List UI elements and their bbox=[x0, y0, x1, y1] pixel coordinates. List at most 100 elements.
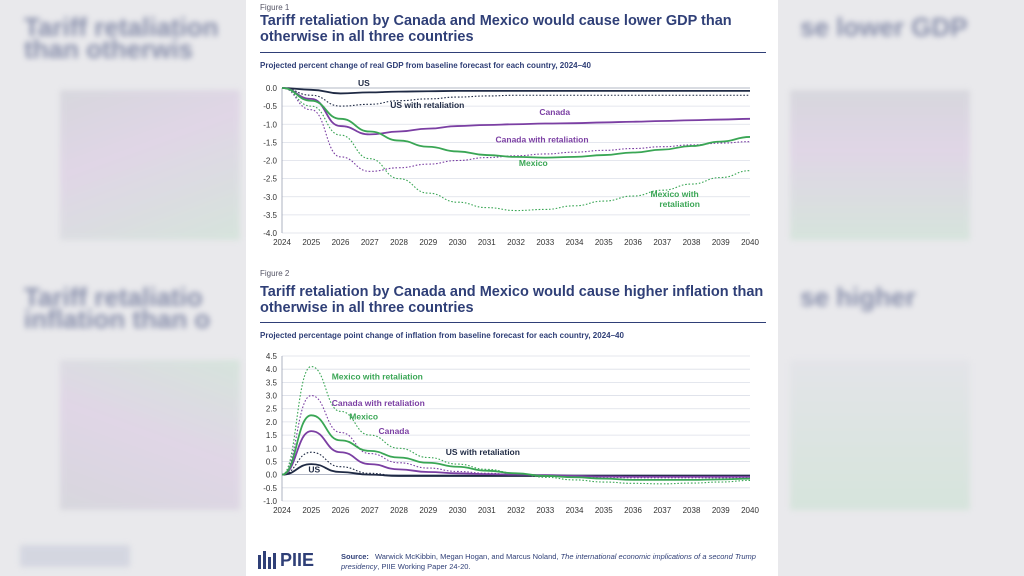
inflation-x-tick: 2035 bbox=[595, 506, 613, 515]
gdp-x-tick: 2025 bbox=[302, 238, 320, 247]
figure1-subtitle: Projected percent change of real GDP fro… bbox=[260, 61, 591, 70]
figure2-label: Figure 2 bbox=[260, 269, 290, 278]
inflation-label-mexico-ret: Mexico with retaliation bbox=[332, 372, 423, 382]
inflation-chart: 4.54.03.53.02.52.01.51.00.50.0-0.5-1.020… bbox=[263, 352, 759, 515]
inflation-x-tick: 2033 bbox=[536, 506, 554, 515]
inflation-y-tick: 2.5 bbox=[266, 405, 278, 414]
gdp-y-tick: -2.0 bbox=[263, 157, 277, 166]
gdp-series-mexico bbox=[281, 87, 751, 159]
inflation-y-tick: 0.5 bbox=[266, 457, 278, 466]
gdp-y-tick: -2.5 bbox=[263, 175, 277, 184]
inflation-x-tick: 2028 bbox=[390, 506, 408, 515]
inflation-y-tick: 3.5 bbox=[266, 378, 278, 387]
gdp-label-canada-ret: Canada with retaliation bbox=[496, 134, 589, 144]
gdp-x-tick: 2029 bbox=[419, 238, 437, 247]
inflation-x-tick: 2031 bbox=[478, 506, 496, 515]
gdp-x-tick: 2031 bbox=[478, 238, 496, 247]
inflation-x-tick: 2039 bbox=[712, 506, 730, 515]
bg-title-left-1: Tariff retaliation bbox=[24, 12, 219, 42]
gdp-x-tick: 2033 bbox=[536, 238, 554, 247]
piie-logo-icon bbox=[258, 550, 276, 569]
figure1-label: Figure 1 bbox=[260, 3, 290, 12]
gdp-y-tick: -3.5 bbox=[263, 211, 277, 220]
gdp-x-tick: 2037 bbox=[653, 238, 671, 247]
gdp-x-tick: 2027 bbox=[361, 238, 379, 247]
piie-logo: PIIE bbox=[258, 550, 314, 571]
gdp-series-canada-with-retaliation bbox=[281, 87, 751, 172]
inflation-label-canada: Canada bbox=[379, 426, 410, 436]
inflation-x-tick: 2034 bbox=[566, 506, 584, 515]
bg-title-right-1: se lower GDP bbox=[800, 12, 968, 42]
inflation-x-tick: 2029 bbox=[419, 506, 437, 515]
inflation-x-tick: 2027 bbox=[361, 506, 379, 515]
inflation-x-tick: 2038 bbox=[683, 506, 701, 515]
inflation-y-tick: -0.5 bbox=[263, 484, 277, 493]
inflation-label-mexico: Mexico bbox=[349, 411, 378, 421]
gdp-x-tick: 2032 bbox=[507, 238, 525, 247]
gdp-x-tick: 2035 bbox=[595, 238, 613, 247]
gdp-x-tick: 2036 bbox=[624, 238, 642, 247]
bg-title-left-4: inflation than o bbox=[24, 304, 211, 334]
source-label: Source: bbox=[341, 552, 369, 561]
source-tail: , PIIE Working Paper 24-20. bbox=[377, 562, 471, 571]
gdp-x-tick: 2024 bbox=[273, 238, 291, 247]
source-note: Source: Warwick McKibbin, Megan Hogan, an… bbox=[341, 552, 771, 572]
inflation-x-tick: 2025 bbox=[302, 506, 320, 515]
gdp-label-us-ret: US with retaliation bbox=[390, 100, 464, 110]
gdp-series-us-with-retaliation bbox=[281, 87, 750, 107]
gdp-label-mexico-ret-2: retaliation bbox=[659, 199, 700, 209]
bg-title-left-2: than otherwis bbox=[24, 34, 194, 64]
gdp-x-tick: 2034 bbox=[566, 238, 584, 247]
gdp-y-tick: -4.0 bbox=[263, 229, 277, 238]
figure2-title: Tariff retaliation by Canada and Mexico … bbox=[260, 284, 764, 316]
bg-title-left-3: Tariff retaliatio bbox=[24, 282, 203, 312]
gdp-x-tick: 2026 bbox=[332, 238, 350, 247]
gdp-series-us bbox=[281, 87, 750, 95]
figure-card: Figure 1 Tariff retaliation by Canada an… bbox=[246, 0, 778, 576]
source-authors: Warwick McKibbin, Megan Hogan, and Marcu… bbox=[374, 552, 561, 561]
inflation-y-tick: 3.0 bbox=[266, 392, 278, 401]
gdp-series-mexico-with-retaliation bbox=[281, 87, 751, 212]
gdp-y-tick: -0.5 bbox=[263, 102, 277, 111]
gdp-x-tick: 2030 bbox=[449, 238, 467, 247]
gdp-series-canada bbox=[281, 87, 751, 136]
inflation-series-mexico-with-retaliation bbox=[281, 365, 751, 485]
inflation-label-us-ret: US with retaliation bbox=[446, 447, 520, 457]
gdp-x-tick: 2028 bbox=[390, 238, 408, 247]
figure2-subtitle: Projected percentage point change of inf… bbox=[260, 331, 624, 340]
footer: PIIE Source: Warwick McKibbin, Megan Hoga… bbox=[246, 536, 778, 576]
figure2-rule bbox=[260, 322, 766, 323]
inflation-x-tick: 2024 bbox=[273, 506, 291, 515]
gdp-label-canada: Canada bbox=[539, 107, 570, 117]
inflation-y-tick: 2.0 bbox=[266, 418, 278, 427]
inflation-x-tick: 2037 bbox=[653, 506, 671, 515]
gdp-y-tick: -1.5 bbox=[263, 138, 277, 147]
gdp-label-mexico-ret-1: Mexico with bbox=[651, 189, 699, 199]
gdp-x-tick: 2039 bbox=[712, 238, 730, 247]
bg-title-right-2: se higher bbox=[800, 282, 916, 312]
gdp-y-tick: 0.0 bbox=[266, 84, 278, 93]
inflation-y-tick: 4.0 bbox=[266, 365, 278, 374]
inflation-label-canada-ret: Canada with retaliation bbox=[332, 398, 425, 408]
inflation-x-tick: 2040 bbox=[741, 506, 759, 515]
inflation-y-tick: 0.0 bbox=[266, 471, 278, 480]
inflation-x-tick: 2032 bbox=[507, 506, 525, 515]
gdp-y-tick: -3.0 bbox=[263, 193, 277, 202]
gdp-x-tick: 2038 bbox=[683, 238, 701, 247]
piie-logo-text: PIIE bbox=[280, 550, 315, 570]
inflation-label-us: US bbox=[308, 465, 320, 475]
gdp-y-tick: -1.0 bbox=[263, 120, 277, 129]
source-title: The international economic implications … bbox=[341, 552, 756, 571]
figure1-rule bbox=[260, 52, 766, 53]
gdp-x-tick: 2040 bbox=[741, 238, 759, 247]
inflation-x-tick: 2036 bbox=[624, 506, 642, 515]
gdp-label-us: US bbox=[358, 78, 370, 88]
inflation-x-tick: 2026 bbox=[332, 506, 350, 515]
inflation-y-tick: 4.5 bbox=[266, 352, 278, 361]
figure1-title: Tariff retaliation by Canada and Mexico … bbox=[260, 13, 732, 45]
gdp-label-mexico: Mexico bbox=[519, 158, 548, 168]
inflation-y-tick: 1.5 bbox=[266, 431, 278, 440]
inflation-y-tick: -1.0 bbox=[263, 497, 277, 506]
